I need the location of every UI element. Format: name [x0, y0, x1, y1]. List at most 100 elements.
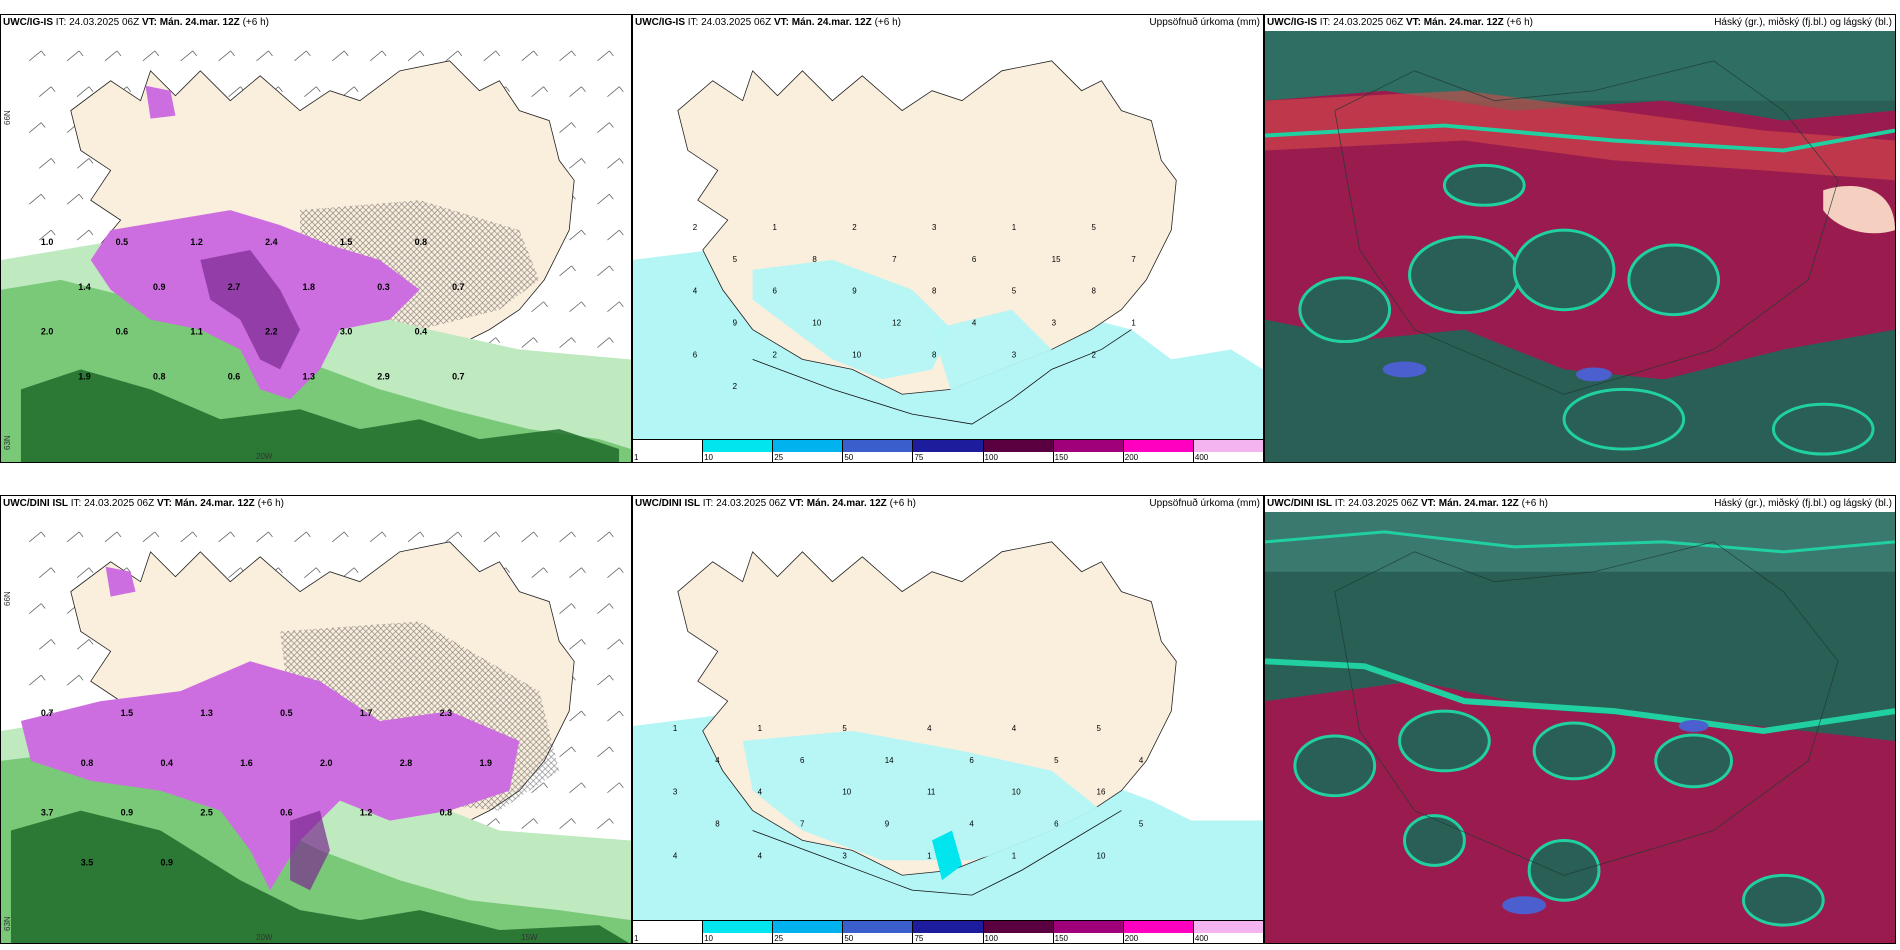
- precip-magenta-dark: [290, 810, 330, 891]
- valid-time-label: VT:: [141, 17, 157, 28]
- precip-value-labels: 2 1 2 3 1 55 8 7 6 15 74 6 9 8 5 89 10 12 4 3 16 2 10 8 3 22: [693, 223, 1137, 391]
- lead-time: (+6 h): [257, 498, 284, 509]
- precip-value-label: 4: [758, 851, 763, 860]
- precip-value-label: 1.2: [190, 237, 202, 247]
- precip-value-label: 11: [927, 788, 936, 797]
- colorbar-swatch: [1193, 440, 1263, 452]
- map-panel-precip-wind-igis: UWC/IG-IS IT: 24.03.2025 06Z VT: Mán. 24…: [0, 14, 632, 463]
- precip-value-label: 8: [812, 255, 817, 264]
- colorbar-swatch: [983, 440, 1053, 452]
- precip-value-label: 5: [1054, 756, 1059, 765]
- precip-value-label: 1.5: [340, 237, 352, 247]
- precip-value-label: 2: [852, 223, 857, 232]
- init-time: IT: 24.03.2025 06Z: [687, 17, 772, 28]
- colorbar-swatch: [773, 440, 843, 452]
- colorbar-swatch: [1053, 440, 1123, 452]
- low-cloud-patch: [1293, 734, 1377, 798]
- cloud-map-svg: [1265, 31, 1895, 462]
- map-panel-clouds-igis: UWC/IG-IS IT: 24.03.2025 06Z VT: Mán. 24…: [1264, 14, 1896, 463]
- lead-time: (+6 h): [889, 498, 916, 509]
- precip-value-label: 5: [842, 724, 847, 733]
- low-cloud-patch-blue: [1576, 367, 1612, 382]
- panel-header: UWC/IG-IS IT: 24.03.2025 06Z VT: Mán. 24…: [1265, 15, 1895, 31]
- panel-title: Háský (gr.), miðský (fj.bl.) og lágský (…: [1714, 17, 1892, 28]
- cloud-map-svg: [1265, 512, 1895, 943]
- accum-precip-map: 1 1 5 4 4 5 4 6 14 6 5 4 3 4 10 11 10 16 8 7 9 4 6 5 4 4 3 1 1 10: [633, 512, 1263, 921]
- precip-colorbar: 1 10 25 50 75 100 150 200 400: [633, 920, 1263, 943]
- colorbar-segment: 75: [913, 921, 984, 943]
- low-cloud-patch-blue: [1502, 896, 1547, 915]
- bright-spot: [1823, 185, 1895, 234]
- precip-magenta-dark: [200, 249, 301, 370]
- precip-value-label: 5: [1012, 287, 1017, 296]
- precip-colorbar: 1 10 25 50 75 100 150 200 400: [633, 439, 1263, 462]
- precip-value-label: 7: [800, 819, 805, 828]
- coastline-faint: [1334, 60, 1839, 395]
- colorbar-swatch: [1053, 921, 1123, 933]
- precip-value-label: 14: [885, 756, 894, 765]
- colorbar-segment: 400: [1193, 921, 1263, 943]
- low-cloud-outline: [1265, 123, 1895, 153]
- precip-value-label: 4: [693, 287, 698, 296]
- precip-value-label: 1.9: [78, 371, 90, 381]
- precip-value-label: 0.6: [228, 371, 240, 381]
- precip-value-label: 5: [1139, 819, 1144, 828]
- precip-value-label: 0.8: [440, 808, 452, 818]
- precip-value-label: 10: [842, 788, 851, 797]
- valid-time-label: VT:: [788, 498, 804, 509]
- low-cloud-patch: [1442, 163, 1526, 207]
- cloud-map: [1265, 512, 1895, 943]
- lon-label-2: 15W: [521, 933, 538, 942]
- precip-value-label: 2.2: [265, 327, 277, 337]
- colorbar-swatch: [843, 440, 913, 452]
- precip-over-land: [752, 259, 952, 380]
- map-panel-precip-wind-dini: UWC/DINI ISL IT: 24.03.2025 06Z VT: Mán.…: [0, 495, 632, 944]
- precip-value-label: 8: [715, 819, 720, 828]
- colorbar-segment: 100: [983, 440, 1054, 462]
- low-cloud-patch: [1771, 402, 1875, 456]
- precip-value-label: 0.7: [452, 371, 464, 381]
- low-cloud-patch: [1398, 709, 1491, 773]
- colorbar-label: 150: [1054, 934, 1069, 943]
- valid-time: Mán. 24.mar. 12Z: [159, 17, 240, 28]
- precip-value-label: 8: [1092, 287, 1097, 296]
- precip-value-label: 1: [1131, 319, 1136, 328]
- precip-value-label: 3.7: [41, 808, 53, 818]
- panel-header: UWC/DINI ISL IT: 24.03.2025 06Z VT: Mán.…: [1265, 496, 1895, 512]
- precip-value-label: 0.4: [415, 327, 427, 337]
- precip-value-labels: 1 1 5 4 4 54 6 14 6 5 43 4 10 11 10 168 7 9 4 6 54 4 3 1 1 10: [673, 724, 1144, 860]
- colorbar-segment: 10: [703, 440, 774, 462]
- precip-value-label: 0.4: [160, 758, 172, 768]
- precip-value-label: 9: [885, 819, 890, 828]
- precip-value-label: 5: [733, 255, 738, 264]
- precip-value-label: 9: [733, 319, 738, 328]
- low-cloud-patch-blue: [1678, 720, 1709, 732]
- lat-label-top: 66N: [3, 110, 12, 125]
- colorbar-segment: 200: [1123, 921, 1194, 943]
- precip-value-label: 2.0: [41, 327, 53, 337]
- panel-header: UWC/DINI ISL IT: 24.03.2025 06Z VT: Mán.…: [633, 496, 1263, 512]
- panel-title: Háský (gr.), miðský (fj.bl.) og lágský (…: [1714, 498, 1892, 509]
- colorbar-label: 75: [914, 453, 924, 462]
- low-cloud-patch: [1527, 838, 1601, 902]
- colorbar-swatch: [773, 921, 843, 933]
- map-panel-accum-precip-igis: UWC/IG-IS IT: 24.03.2025 06Z VT: Mán. 24…: [632, 14, 1264, 463]
- precip-value-label: 1: [673, 724, 678, 733]
- valid-time: Mán. 24.mar. 12Z: [1438, 498, 1519, 509]
- precip-value-label: 6: [773, 287, 778, 296]
- colorbar-label: 1: [634, 453, 639, 462]
- precip-value-label: 3: [842, 851, 847, 860]
- precip-value-label: 0.7: [452, 282, 464, 292]
- low-cloud-patch: [1627, 243, 1721, 317]
- precip-wind-map: 0.7 1.5 1.3 0.5 1.7 2.3 0.8 0.4 1.6 2.0 2.8 1.9 3.7 0…: [1, 512, 631, 943]
- precip-value-label: 1: [1012, 851, 1017, 860]
- precip-value-label: 2.3: [440, 708, 452, 718]
- precip-value-label: 0.5: [116, 237, 128, 247]
- precip-value-label: 3: [932, 223, 937, 232]
- colorbar-segment: 150: [1053, 440, 1124, 462]
- valid-time: Mán. 24.mar. 12Z: [806, 498, 887, 509]
- model-name: UWC/DINI ISL: [1267, 498, 1332, 509]
- precip-value-label: 8: [932, 350, 937, 359]
- precip-value-label: 1.1: [190, 327, 202, 337]
- colorbar-segment: 150: [1053, 921, 1124, 943]
